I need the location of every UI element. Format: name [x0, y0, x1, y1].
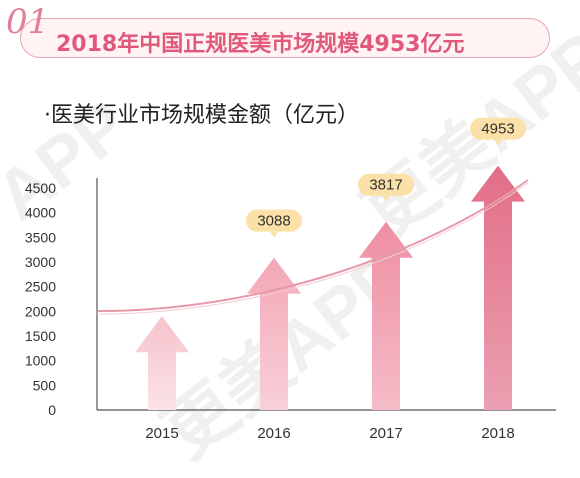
- chart-title: ·医美行业市场规模金额（亿元）: [44, 103, 359, 128]
- trend-curve-shadow: [96, 182, 529, 315]
- bar-arrow-2018: [471, 165, 525, 410]
- data-label-pointer: [382, 195, 390, 202]
- x-tick-label: 2017: [369, 425, 402, 442]
- section-number: 01: [6, 2, 50, 42]
- x-tick-label: 2018: [481, 425, 514, 442]
- data-label-pointer: [494, 139, 502, 146]
- bar-arrow-2015: [135, 316, 189, 410]
- y-tick-label: 1500: [25, 328, 56, 344]
- y-tick-label: 2500: [25, 279, 56, 295]
- y-tick-label: 3500: [25, 229, 56, 245]
- data-label-bg: [358, 173, 414, 196]
- bar-arrow-2017: [359, 221, 413, 410]
- y-tick-label: 4500: [25, 180, 56, 196]
- y-tick-label: 1000: [25, 353, 56, 369]
- data-label: 3817: [369, 177, 402, 194]
- data-label-bg: [470, 117, 526, 140]
- y-tick-label: 4000: [25, 205, 56, 221]
- data-label: 3088: [257, 213, 290, 230]
- x-tick-label: 2015: [145, 425, 178, 442]
- title-bar: [20, 18, 550, 58]
- trend-curve: [96, 179, 529, 313]
- data-label: 4953: [481, 121, 514, 138]
- y-tick-label: 3000: [25, 254, 56, 270]
- chart-area: 0 500 1000 1500 2000 2500 3000 3500 4000 4500 2015…: [25, 117, 556, 442]
- y-tick-label: 0: [48, 402, 56, 418]
- page-title: 2018年中国正规医美市场规模4953亿元: [56, 32, 465, 57]
- bar-arrow-2016: [247, 257, 301, 410]
- y-tick-label: 500: [33, 377, 57, 393]
- data-label-bg: [246, 209, 302, 232]
- x-tick-label: 2016: [257, 425, 290, 442]
- data-label-pointer: [270, 231, 278, 238]
- y-tick-label: 2000: [25, 303, 56, 319]
